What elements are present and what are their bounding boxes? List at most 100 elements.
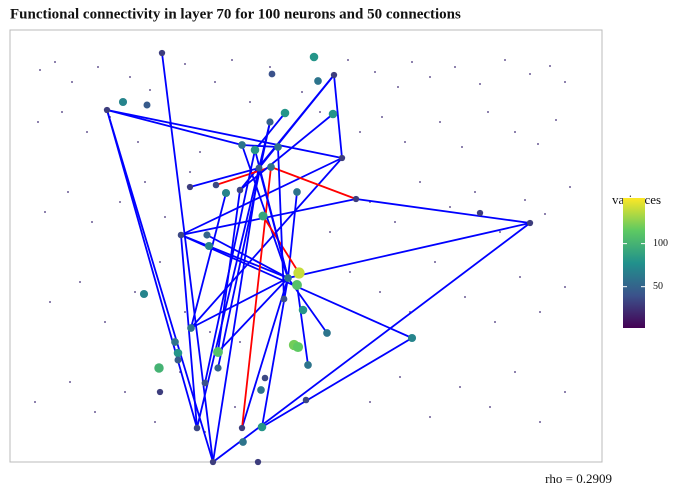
neuron — [213, 347, 223, 357]
neuron-dot — [39, 69, 41, 71]
neuron — [268, 70, 276, 78]
neuron — [193, 424, 201, 432]
neuron-dot — [514, 131, 516, 133]
colorbar-tick-label: 50 — [653, 281, 663, 292]
neuron-dot — [564, 81, 566, 83]
connection — [333, 74, 343, 159]
neuron-dot — [184, 63, 186, 65]
neuron — [302, 396, 310, 404]
colorbar — [623, 198, 645, 328]
neuron — [280, 108, 290, 118]
neuron — [187, 324, 195, 332]
neuron — [254, 458, 262, 466]
neuron-dot — [489, 406, 491, 408]
neuron-dot — [459, 386, 461, 388]
neuron-dot — [394, 221, 396, 223]
neuron-dot — [234, 406, 236, 408]
neuron — [103, 106, 111, 114]
neuron-dot — [429, 416, 431, 418]
neuron-dot — [379, 291, 381, 293]
connection — [287, 191, 298, 279]
neuron-dot — [199, 151, 201, 153]
connection — [241, 166, 272, 429]
neuron — [118, 97, 128, 107]
neuron-dot — [494, 321, 496, 323]
neuron-dot — [154, 421, 156, 423]
neuron-dot — [564, 286, 566, 288]
neuron-dot — [86, 131, 88, 133]
neuron — [154, 363, 164, 373]
neuron — [352, 195, 360, 203]
neuron-dot — [67, 191, 69, 193]
neuron-dot — [94, 411, 96, 413]
connection — [217, 121, 271, 369]
neuron — [407, 333, 417, 343]
neuron — [212, 181, 220, 189]
neuron — [323, 329, 331, 337]
neuron-dot — [439, 121, 441, 123]
neuron — [476, 209, 484, 217]
neuron — [280, 295, 288, 303]
neuron-dot — [429, 76, 431, 78]
neuron — [238, 424, 246, 432]
neuron — [257, 422, 267, 432]
neuron-dot — [479, 83, 481, 85]
neuron — [204, 241, 214, 251]
neuron-dot — [519, 276, 521, 278]
neuron-dot — [544, 213, 546, 215]
neuron — [292, 280, 302, 290]
neuron-dot — [189, 171, 191, 173]
neuron-dot — [97, 66, 99, 68]
neuron — [292, 341, 304, 353]
neuron-dot — [49, 301, 51, 303]
neuron — [171, 338, 179, 346]
connection — [106, 109, 214, 463]
connection — [190, 192, 227, 329]
neuron — [236, 186, 244, 194]
neuron-dot — [129, 76, 131, 78]
neuron — [221, 188, 231, 198]
neuron — [258, 211, 268, 221]
neuron-dot — [359, 131, 361, 133]
neuron — [209, 458, 217, 466]
neuron-dot — [239, 341, 241, 343]
connection — [261, 337, 413, 428]
connection — [254, 112, 286, 151]
connection — [180, 234, 198, 429]
neuron-dot — [474, 191, 476, 193]
neuron — [239, 438, 247, 446]
neuron-dot — [319, 111, 321, 113]
neuron-dot — [464, 296, 466, 298]
neuron-dot — [499, 231, 501, 233]
neuron-dot — [369, 401, 371, 403]
neuron-dot — [34, 401, 36, 403]
neuron — [156, 388, 164, 396]
neuron-dot — [269, 66, 271, 68]
neuron — [328, 109, 338, 119]
neuron-dot — [124, 391, 126, 393]
connection — [239, 113, 334, 191]
neuron-dot — [564, 391, 566, 393]
neuron-dot — [79, 281, 81, 283]
neuron-dot — [134, 291, 136, 293]
neuron — [293, 188, 301, 196]
neuron-dot — [549, 65, 551, 67]
neuron — [186, 183, 194, 191]
neuron — [274, 143, 282, 151]
neuron-dot — [301, 91, 303, 93]
neuron-dot — [71, 81, 73, 83]
connection — [180, 157, 343, 236]
neuron-dot — [399, 376, 401, 378]
panel-border — [9, 29, 603, 463]
neuron — [238, 141, 246, 149]
connection — [258, 167, 289, 279]
connection — [241, 277, 289, 429]
neuron — [139, 289, 149, 299]
neuron-dot — [539, 421, 541, 423]
connection — [217, 277, 289, 353]
neuron-dot — [524, 199, 526, 201]
neuron — [338, 154, 346, 162]
connection — [355, 198, 531, 224]
neuron-dot — [487, 111, 489, 113]
